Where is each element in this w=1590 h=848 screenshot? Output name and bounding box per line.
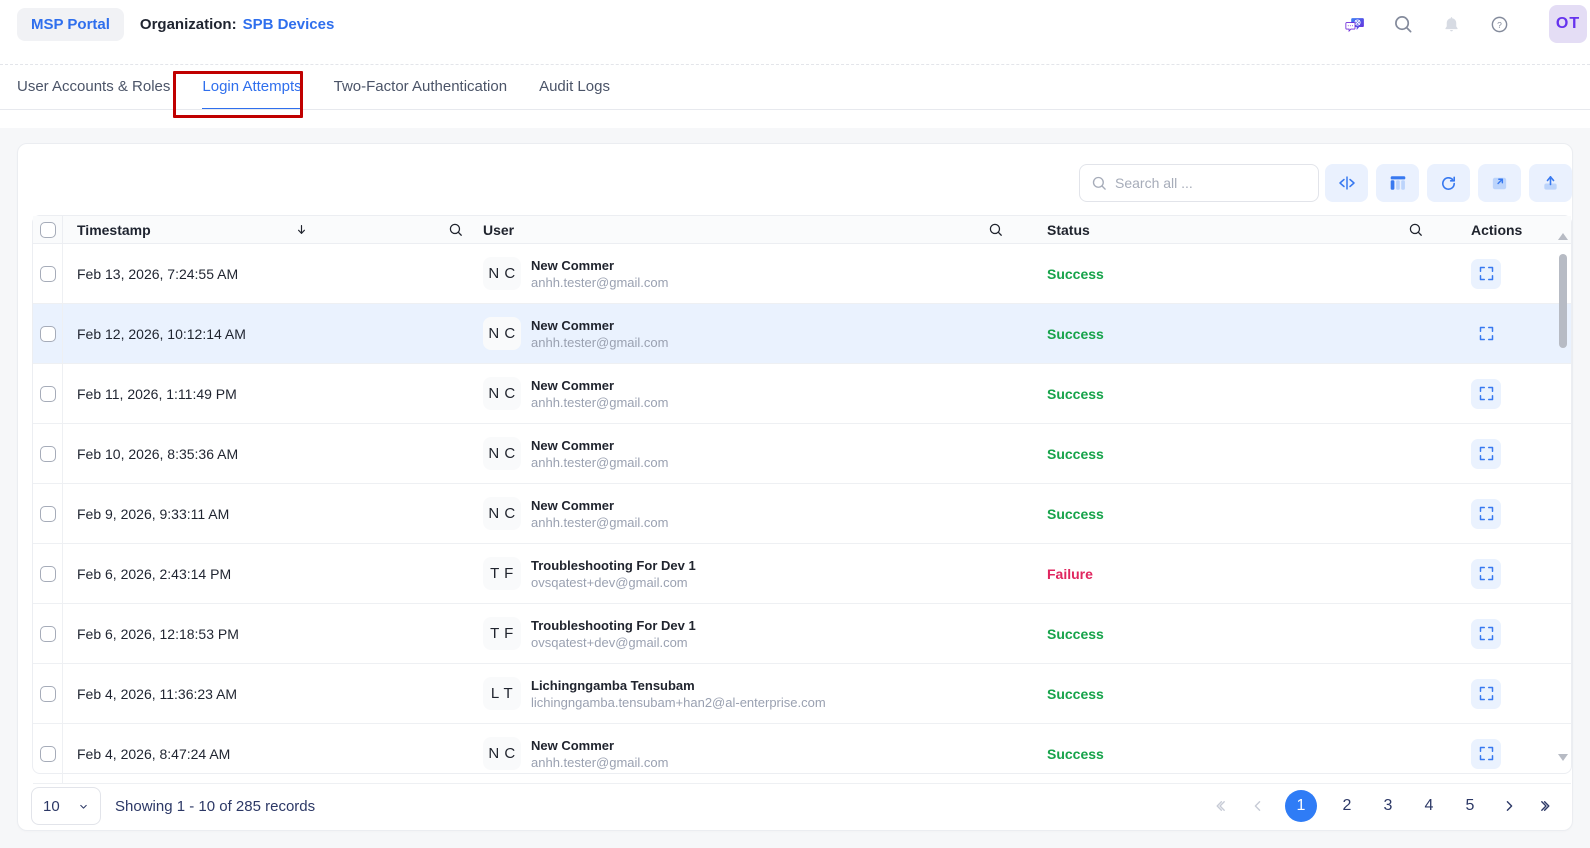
svg-text:?: ?: [1497, 19, 1502, 29]
